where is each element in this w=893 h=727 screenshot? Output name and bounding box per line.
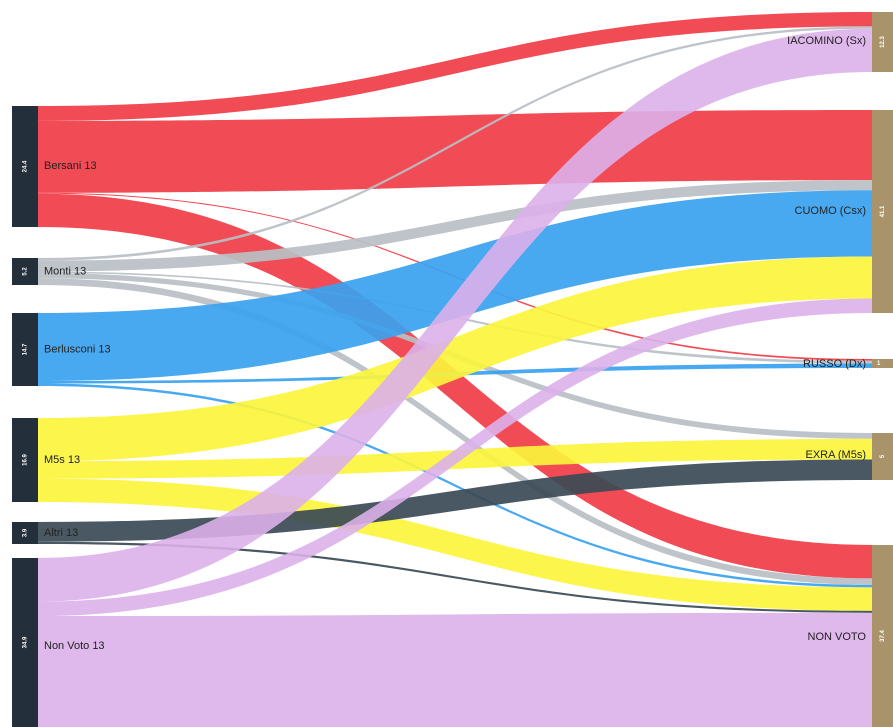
target-node-nonvoto_t	[872, 545, 893, 727]
target-node-russo	[872, 359, 893, 368]
source-value-m5s: 16.9	[23, 454, 29, 466]
source-value-altri: 3.9	[23, 528, 29, 537]
flow-bersani-to-iacomino	[38, 12, 872, 121]
target-label-russo: RUSSO (Dx)	[803, 358, 866, 370]
flow-monti-to-nonvoto_t	[38, 278, 872, 585]
source-node-altri	[12, 522, 38, 544]
flow-monti-to-iacomino	[38, 26, 872, 261]
flow-altri-to-nonvoto_t	[38, 541, 872, 613]
node-labels: 24.4 Bersani 13 5.2 Monti 13 14.7 Berlusconi …	[23, 35, 887, 652]
target-node-iacomino	[872, 12, 893, 72]
nodes	[12, 12, 893, 727]
target-node-exra	[872, 433, 893, 480]
source-node-bersani	[12, 106, 38, 227]
source-value-monti: 5.2	[23, 267, 29, 276]
source-label-berlusconi: Berlusconi 13	[44, 343, 111, 355]
source-node-nonvoto	[12, 558, 38, 727]
target-value-russo: 1	[877, 361, 881, 367]
target-value-nonvoto_t: 37.4	[880, 630, 886, 642]
source-value-nonvoto: 34.9	[23, 636, 29, 648]
source-label-altri: Altri 13	[44, 527, 78, 539]
target-value-exra: 5	[880, 454, 886, 458]
flow-m5s-to-cuomo	[38, 256, 872, 462]
flow-nonvoto-to-cuomo	[38, 298, 872, 617]
target-label-iacomino: IACOMINO (Sx)	[787, 35, 866, 47]
source-label-nonvoto: Non Voto 13	[44, 640, 105, 652]
flow-monti-to-cuomo	[38, 180, 872, 272]
flow-bersani-to-nonvoto_t	[38, 193, 872, 579]
target-label-nonvoto_t: NON VOTO	[808, 631, 867, 643]
flow-berlusconi-to-cuomo	[38, 190, 872, 382]
flow-links	[38, 12, 872, 727]
source-value-berlusconi: 14.7	[23, 343, 29, 355]
target-node-cuomo	[872, 110, 893, 313]
target-label-cuomo: CUOMO (Csx)	[795, 205, 867, 217]
target-label-exra: EXRA (M5s)	[805, 449, 866, 461]
source-node-monti	[12, 258, 38, 285]
target-value-cuomo: 41.1	[880, 205, 886, 217]
flow-nonvoto-to-iacomino	[38, 28, 872, 602]
source-node-berlusconi	[12, 313, 38, 386]
flow-berlusconi-to-nonvoto_t	[38, 383, 872, 588]
source-label-m5s: M5s 13	[44, 454, 80, 466]
target-value-iacomino: 12.3	[880, 36, 886, 48]
source-label-monti: Monti 13	[44, 265, 86, 277]
flow-bersani-to-cuomo	[38, 110, 872, 193]
source-node-m5s	[12, 418, 38, 502]
source-value-bersani: 24.4	[23, 160, 29, 172]
flow-nonvoto-to-nonvoto_t	[38, 612, 872, 727]
source-label-bersani: Bersani 13	[44, 160, 97, 172]
